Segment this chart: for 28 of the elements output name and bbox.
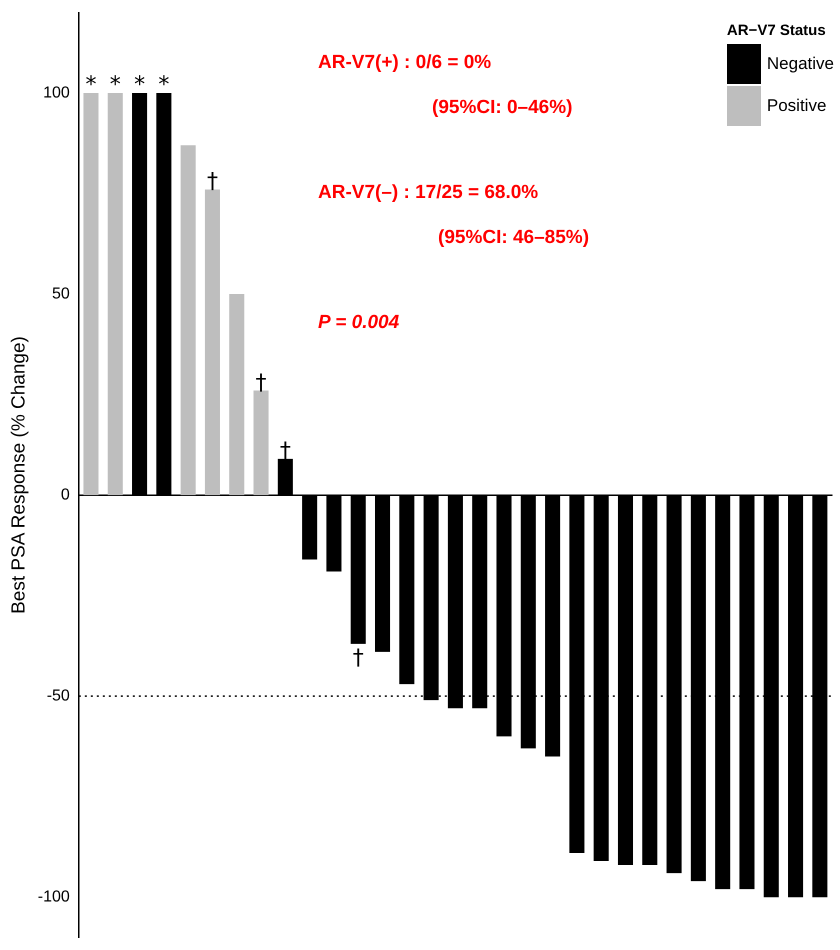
legend-label: Negative xyxy=(766,54,834,74)
data-label: † xyxy=(256,370,267,396)
data-label: † xyxy=(206,169,218,194)
annotation: AR-V7(–) : 17/25 = 68.0% xyxy=(318,182,538,204)
data-label: † xyxy=(352,646,364,671)
legend-label: Positive xyxy=(766,96,826,116)
bar xyxy=(83,93,99,496)
annotation: (95%CI: 46–85%) xyxy=(438,227,590,249)
bar xyxy=(204,190,220,496)
bar xyxy=(108,93,123,496)
data-label: * xyxy=(134,72,146,98)
bar xyxy=(180,145,196,496)
bar xyxy=(229,294,244,496)
annotation: (95%CI: 0–46%) xyxy=(432,97,572,119)
annotation: AR-V7(+) : 0/6 = 0% xyxy=(318,52,492,74)
data-label: * xyxy=(110,72,121,98)
data-label: * xyxy=(158,72,170,98)
data-label: * xyxy=(85,72,96,98)
y-tick-label: 50 xyxy=(52,285,70,302)
y-tick-label: 0 xyxy=(60,486,70,504)
y-axis-title: Best PSA Response (% Change) xyxy=(8,336,30,614)
y-tick-label: -50 xyxy=(46,688,70,705)
bar xyxy=(254,390,269,496)
annotation: P = 0.004 xyxy=(318,312,400,334)
y-tick-label: -100 xyxy=(38,888,70,906)
y-tick-label: 100 xyxy=(43,84,70,102)
data-label: † xyxy=(280,438,291,464)
legend-title: AR−V7 Status xyxy=(726,22,827,39)
